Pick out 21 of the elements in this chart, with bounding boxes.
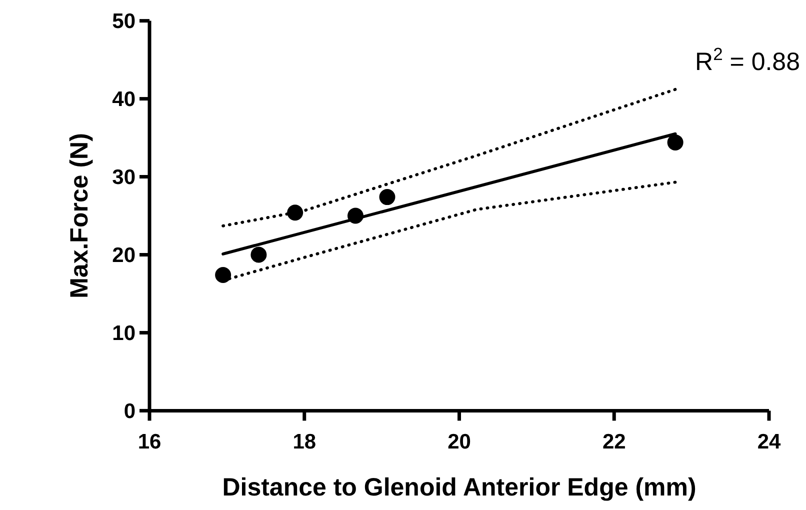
point	[667, 134, 684, 150]
x-tick-label: 22	[602, 430, 626, 454]
y-tick-label: 10	[112, 322, 136, 346]
annotation: R$^{2}$ = 0.88	[695, 44, 800, 76]
x-tick-label: 18	[292, 430, 316, 454]
y-tick-label: 20	[112, 244, 136, 268]
point	[287, 204, 304, 221]
x-tick-label: 16	[138, 430, 162, 454]
y-tick-label: 40	[112, 88, 136, 112]
x-axis-title: Distance to Glenoid Anterior Edge (mm)	[222, 474, 696, 502]
y-axis-title: Max.Force (N)	[66, 133, 94, 298]
y-tick-label: 30	[112, 166, 136, 190]
point	[250, 246, 267, 263]
y-tick-label: 0	[124, 400, 136, 424]
x-tick-label: 24	[757, 430, 781, 454]
point	[379, 189, 396, 206]
point	[347, 208, 364, 224]
point	[215, 267, 232, 284]
y-tick-label: 50	[112, 10, 136, 34]
x-tick-label: 20	[448, 430, 471, 454]
line-series	[222, 88, 677, 228]
